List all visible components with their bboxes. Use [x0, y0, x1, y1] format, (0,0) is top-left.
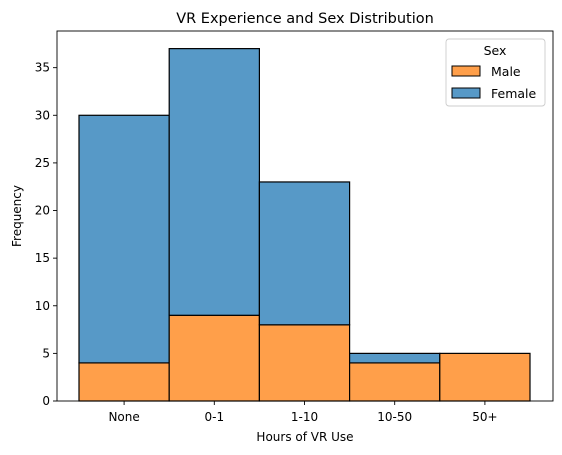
plot-frame [56, 30, 554, 402]
x-axis: None 0-1 1-10 10-50 50+ [108, 401, 498, 424]
y-tick-label: 30 [35, 108, 50, 122]
legend-title: Sex [484, 43, 507, 58]
chart-title: VR Experience and Sex Distribution [176, 11, 434, 27]
bar-male-50+ [439, 352, 531, 402]
bar-male-1-10 [258, 324, 351, 402]
legend-swatch-male [451, 65, 481, 77]
bar-male-0-1 [168, 314, 260, 402]
y-tick-label: 35 [35, 61, 50, 75]
bar-male-10-50 [349, 362, 441, 402]
bar-female-10-50 [349, 352, 441, 364]
y-tick-label: 15 [35, 251, 50, 265]
y-tick-label: 10 [35, 299, 50, 313]
x-tick-label: 1-10 [291, 410, 318, 424]
y-tick-label: 0 [42, 394, 50, 408]
x-tick-label: 0-1 [204, 410, 224, 424]
y-axis: 0 5 10 15 20 25 30 35 [35, 61, 57, 408]
legend-label-female: Female [491, 86, 537, 101]
bar-female-1-10 [258, 181, 351, 326]
legend-label-male: Male [491, 64, 521, 79]
y-tick-label: 20 [35, 204, 50, 218]
x-tick-label: 10-50 [377, 410, 412, 424]
y-tick-label: 5 [42, 346, 50, 360]
x-tick-label: 50+ [472, 410, 497, 424]
x-tick-label: None [108, 410, 139, 424]
legend: Sex Male Female [445, 38, 546, 107]
y-tick-label: 25 [35, 156, 50, 170]
plot-bars [78, 48, 531, 402]
bar-male-none [78, 362, 170, 402]
y-axis-label: Frequency [10, 185, 24, 247]
bar-female-none [78, 114, 170, 364]
legend-swatch-female [451, 87, 481, 99]
x-axis-label: Hours of VR Use [256, 430, 353, 444]
bar-female-0-1 [168, 48, 260, 316]
